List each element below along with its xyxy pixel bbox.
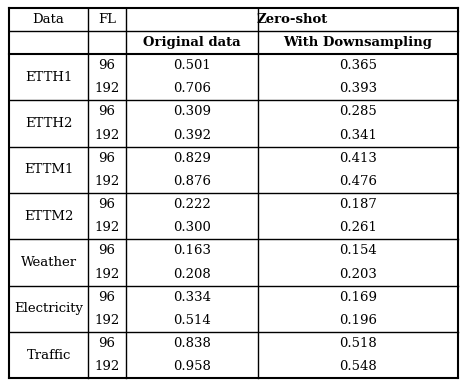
Text: 192: 192 bbox=[94, 360, 120, 373]
Text: ETTH2: ETTH2 bbox=[25, 117, 72, 130]
Text: FL: FL bbox=[98, 13, 116, 26]
Text: 0.514: 0.514 bbox=[173, 314, 211, 327]
Text: 0.203: 0.203 bbox=[339, 267, 377, 281]
Text: 0.958: 0.958 bbox=[173, 360, 211, 373]
Text: Zero-shot: Zero-shot bbox=[256, 13, 327, 26]
Text: 96: 96 bbox=[99, 198, 115, 211]
Text: 96: 96 bbox=[99, 152, 115, 165]
Text: 0.300: 0.300 bbox=[173, 221, 211, 234]
Text: 0.876: 0.876 bbox=[173, 175, 211, 188]
Text: 0.341: 0.341 bbox=[339, 129, 377, 142]
Text: 0.187: 0.187 bbox=[339, 198, 377, 211]
Text: Traffic: Traffic bbox=[26, 349, 71, 362]
Text: 0.392: 0.392 bbox=[173, 129, 211, 142]
Text: 0.208: 0.208 bbox=[173, 267, 211, 281]
Text: 0.285: 0.285 bbox=[339, 105, 377, 119]
Text: 96: 96 bbox=[99, 59, 115, 72]
Text: 192: 192 bbox=[94, 175, 120, 188]
Text: 0.261: 0.261 bbox=[339, 221, 377, 234]
Text: 96: 96 bbox=[99, 291, 115, 304]
Text: Weather: Weather bbox=[21, 256, 77, 269]
Text: 0.196: 0.196 bbox=[339, 314, 377, 327]
Text: 192: 192 bbox=[94, 129, 120, 142]
Text: 0.706: 0.706 bbox=[173, 82, 211, 95]
Text: 0.548: 0.548 bbox=[339, 360, 377, 373]
Text: 96: 96 bbox=[99, 337, 115, 350]
Text: Original data: Original data bbox=[143, 36, 241, 49]
Text: With Downsampling: With Downsampling bbox=[283, 36, 432, 49]
Text: 192: 192 bbox=[94, 221, 120, 234]
Text: 0.413: 0.413 bbox=[339, 152, 377, 165]
Text: 192: 192 bbox=[94, 267, 120, 281]
Text: 0.222: 0.222 bbox=[173, 198, 211, 211]
Text: 0.309: 0.309 bbox=[173, 105, 211, 119]
Text: 0.169: 0.169 bbox=[339, 291, 377, 304]
Text: ETTH1: ETTH1 bbox=[25, 71, 72, 84]
Text: ETTM1: ETTM1 bbox=[24, 163, 73, 176]
Text: 192: 192 bbox=[94, 314, 120, 327]
Text: 0.838: 0.838 bbox=[173, 337, 211, 350]
Text: 96: 96 bbox=[99, 105, 115, 119]
Text: 0.393: 0.393 bbox=[339, 82, 377, 95]
Text: 0.154: 0.154 bbox=[339, 244, 377, 257]
Text: 0.365: 0.365 bbox=[339, 59, 377, 72]
Text: 96: 96 bbox=[99, 244, 115, 257]
Text: 0.334: 0.334 bbox=[173, 291, 211, 304]
Text: Electricity: Electricity bbox=[14, 302, 83, 315]
Text: ETTM2: ETTM2 bbox=[24, 210, 73, 223]
Text: 0.518: 0.518 bbox=[339, 337, 377, 350]
Text: 0.829: 0.829 bbox=[173, 152, 211, 165]
Text: 192: 192 bbox=[94, 82, 120, 95]
Text: 0.476: 0.476 bbox=[339, 175, 377, 188]
Text: Data: Data bbox=[33, 13, 64, 26]
Text: 0.163: 0.163 bbox=[173, 244, 211, 257]
Text: 0.501: 0.501 bbox=[173, 59, 211, 72]
